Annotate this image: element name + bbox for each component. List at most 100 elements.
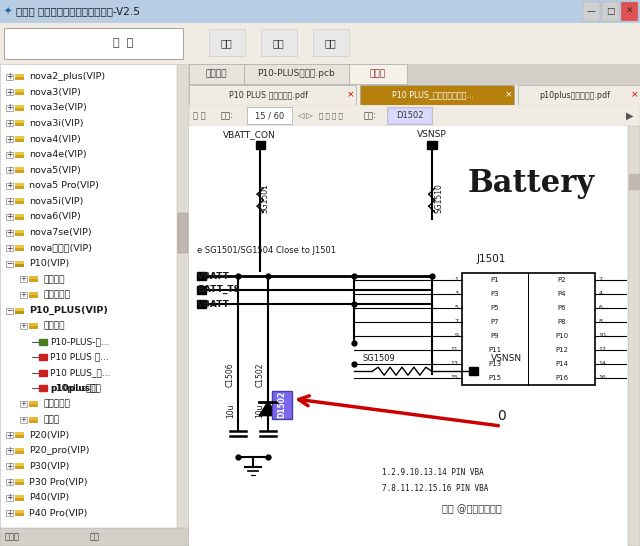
Bar [15, 121, 24, 127]
Bar [427, 141, 436, 149]
Bar [15, 261, 24, 267]
Bar [15, 105, 24, 108]
Text: 11: 11 [451, 347, 458, 352]
Text: +: + [6, 134, 13, 144]
Bar [6, 479, 13, 485]
Text: P9: P9 [491, 333, 499, 339]
Bar [15, 167, 24, 170]
Text: P10 PLUS_主...: P10 PLUS_主... [50, 369, 110, 377]
Text: 维修流程图: 维修流程图 [43, 290, 70, 299]
Bar [628, 126, 640, 546]
Bar [15, 510, 24, 516]
Bar [20, 276, 27, 282]
Bar [6, 121, 13, 127]
Text: 目录: 目录 [221, 38, 233, 49]
Bar [629, 174, 639, 189]
Text: +: + [6, 212, 13, 222]
Bar [621, 2, 638, 21]
Bar [15, 152, 24, 155]
Text: +: + [6, 509, 13, 518]
Bar [20, 417, 27, 423]
Bar [15, 167, 24, 173]
Text: 鑫智造 智能终端设备维修查询系统-V2.5: 鑫智造 智能终端设备维修查询系统-V2.5 [16, 7, 140, 16]
Text: ▶: ▶ [627, 111, 634, 121]
Bar [6, 136, 13, 142]
Text: P10-PLUS-一...: P10-PLUS-一... [50, 337, 109, 346]
Text: P30(VIP): P30(VIP) [29, 462, 69, 471]
Text: 15 / 60: 15 / 60 [255, 111, 284, 120]
Text: ⬜ ⬜: ⬜ ⬜ [193, 111, 205, 120]
Text: 阻值图: 阻值图 [43, 415, 59, 424]
Text: 图纸点位: 图纸点位 [43, 275, 65, 284]
Text: nova7se(VIP): nova7se(VIP) [29, 228, 92, 237]
Text: P13: P13 [488, 361, 502, 367]
Bar [20, 323, 27, 329]
Bar [196, 272, 205, 280]
Text: 头条 @迅维手机快修: 头条 @迅维手机快修 [442, 504, 501, 514]
Text: P10(VIP): P10(VIP) [29, 259, 69, 268]
Bar [461, 273, 595, 385]
Text: P10 PLUS 主...: P10 PLUS 主... [50, 353, 109, 362]
Text: P10 PLUS_主板维修原理图...: P10 PLUS_主板维修原理图... [392, 91, 474, 99]
Text: 13: 13 [451, 361, 458, 366]
Text: +: + [6, 197, 13, 206]
Text: 16: 16 [598, 375, 606, 380]
Text: 会员中心: 会员中心 [205, 69, 227, 78]
Bar [349, 64, 407, 84]
Bar [469, 367, 479, 375]
Text: 14: 14 [598, 361, 606, 366]
Text: nova5i(VIP): nova5i(VIP) [29, 197, 83, 206]
Bar [15, 448, 24, 451]
Bar [29, 276, 38, 280]
Bar [189, 64, 244, 84]
Text: SG1501: SG1501 [260, 183, 269, 213]
Bar [6, 261, 13, 267]
Bar [178, 212, 188, 253]
Bar [6, 167, 13, 173]
Bar [247, 108, 292, 124]
Bar [6, 198, 13, 204]
Text: ⬜ ⬜ 🔍 🔍: ⬜ ⬜ 🔍 🔍 [319, 112, 342, 119]
Text: nova青春板(VIP): nova青春板(VIP) [29, 244, 92, 253]
Text: 维修流程图: 维修流程图 [43, 400, 70, 408]
Text: 6: 6 [598, 305, 602, 310]
Bar [29, 323, 38, 326]
Bar [196, 286, 205, 294]
Text: VSNSP: VSNSP [417, 130, 447, 139]
Text: +: + [6, 150, 13, 159]
Text: nova4(VIP): nova4(VIP) [29, 134, 81, 144]
Text: nova5 Pro(VIP): nova5 Pro(VIP) [29, 181, 99, 191]
Bar [244, 64, 349, 84]
Text: ✕: ✕ [626, 7, 633, 16]
Bar [15, 510, 24, 513]
Text: P7: P7 [491, 319, 499, 325]
Bar [15, 261, 24, 264]
Bar [29, 417, 38, 423]
Bar [6, 105, 13, 111]
Text: BATT_TS: BATT_TS [196, 285, 240, 294]
Bar [15, 479, 24, 485]
Text: VBATT_CON: VBATT_CON [223, 130, 276, 139]
Bar [6, 214, 13, 220]
Text: 0: 0 [497, 409, 506, 423]
Text: —: — [587, 7, 596, 16]
Bar [583, 2, 600, 21]
Bar [15, 89, 24, 92]
Text: P3: P3 [491, 291, 499, 297]
Bar [39, 354, 47, 360]
Bar [15, 229, 24, 235]
Bar [272, 390, 292, 419]
Bar [15, 136, 24, 142]
Text: SG1510: SG1510 [434, 183, 443, 213]
Text: +: + [6, 181, 13, 191]
Bar [209, 29, 244, 56]
Bar [6, 245, 13, 251]
Bar [196, 300, 205, 308]
Text: 9: 9 [454, 333, 458, 339]
Text: 7: 7 [454, 319, 458, 324]
Bar [15, 448, 24, 454]
Bar [15, 214, 24, 220]
Bar [15, 495, 24, 501]
Bar [15, 105, 24, 111]
Text: ×: × [347, 91, 355, 99]
